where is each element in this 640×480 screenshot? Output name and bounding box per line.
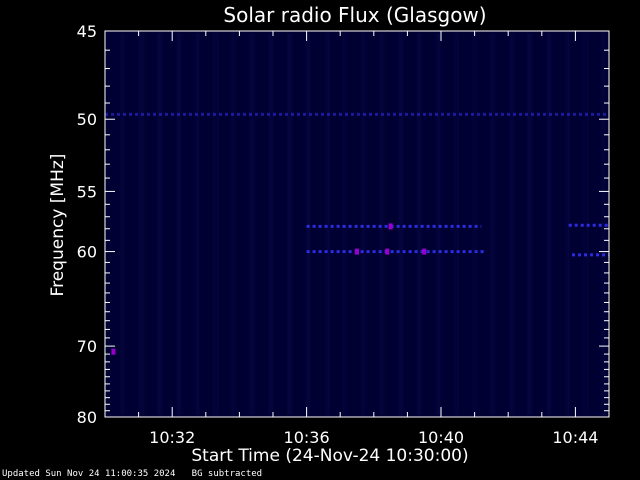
y-tick-label-55: 55 xyxy=(77,182,97,201)
time-streaks xyxy=(106,33,607,415)
chart-title: Solar radio Flux (Glasgow) xyxy=(223,3,486,27)
plot-frame xyxy=(104,30,610,418)
footer: Updated Sun Nov 24 11:00:35 2024 BG subt… xyxy=(2,469,262,479)
emission-bands xyxy=(105,112,609,257)
x-tick-label-1: 10:32 xyxy=(149,428,195,447)
plot-area xyxy=(105,31,609,417)
x-axis-label: Start Time (24-Nov-24 10:30:00) xyxy=(191,446,468,466)
hot-spots xyxy=(111,223,427,355)
y-axis: 45 50 55 60 70 80 xyxy=(77,22,609,427)
y-tick-label-60: 60 xyxy=(77,243,97,262)
hot-spot-4 xyxy=(388,223,393,230)
hot-spot-2 xyxy=(355,248,359,255)
y-tick-label-50: 50 xyxy=(77,110,97,129)
y-tick-label-45: 45 xyxy=(77,22,97,41)
x-tick-label-3: 10:40 xyxy=(418,428,464,447)
x-tick-label-4: 10:44 xyxy=(552,428,598,447)
x-axis: 10:32 10:36 10:40 10:44 xyxy=(138,31,598,447)
x-tick-label-2: 10:36 xyxy=(284,428,330,447)
y-axis-label: Frequency [MHz] xyxy=(48,154,68,297)
hot-spot-1 xyxy=(111,348,116,355)
y-tick-label-80: 80 xyxy=(77,408,97,427)
processing-mode: BG subtracted xyxy=(191,469,263,479)
hot-spot-5 xyxy=(422,248,427,255)
y-tick-label-70: 70 xyxy=(77,337,97,356)
hot-spot-3 xyxy=(385,248,390,255)
updated-timestamp: Updated Sun Nov 24 11:00:35 2024 xyxy=(2,469,176,479)
